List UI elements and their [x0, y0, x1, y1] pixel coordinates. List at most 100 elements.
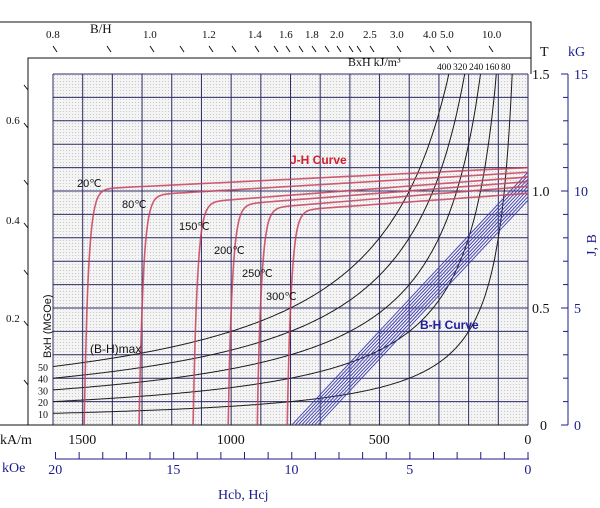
x-tick-label-koe: 10 [285, 463, 299, 478]
bh-ratio-minor-tick [324, 45, 330, 53]
bh-ratio-tick [336, 45, 342, 53]
x-tick-label-kam: 500 [369, 433, 390, 448]
permeance-top-ticks: 0.8 1.0 1.2 1.4 1.6 1.8 2.0 2.5 3.0 4.0 5.0 10.0 [46, 29, 502, 53]
temp-label-300: 300℃ [266, 291, 297, 303]
energy-top-label: 80 [501, 63, 511, 73]
x-axis-label: Hcb, Hcj [218, 488, 269, 503]
y-axis-label: J, B [585, 234, 600, 256]
bh-ratio-minor-tick [348, 45, 354, 53]
permeance-left-ticks: 0.6 0.4 0.2 [6, 84, 29, 386]
bh-ratio-tick-label: 1.2 [202, 29, 216, 41]
bh-curve-label: B-H Curve [420, 318, 479, 332]
bh-curve-line [314, 195, 528, 425]
energy-top-label: 240 [469, 63, 484, 73]
bh-ratio-tick-label: 10.0 [482, 29, 502, 41]
energy-left-label: 20 [38, 398, 48, 409]
bh-curve-line [310, 192, 528, 425]
bxh-mgoe-label: BxH (MGOe) [42, 294, 54, 358]
energy-curve-400 [53, 74, 450, 368]
bh-ratio-tick [429, 45, 435, 53]
y-tick-label-kg: 10 [574, 185, 588, 200]
energy-top-label: 400 [437, 63, 452, 73]
energy-left-label: 10 [38, 410, 48, 421]
bh-ratio-left-minor-tick [23, 84, 29, 91]
energy-left-label: 40 [38, 375, 48, 386]
bh-ratio-left-tick [23, 122, 29, 129]
y-unit-tesla: T [540, 45, 549, 60]
energy-top-label: 160 [485, 63, 500, 73]
bh-ratio-tick-label: 1.4 [248, 29, 262, 41]
energy-left-label: 50 [38, 363, 48, 374]
y-tick-label-tesla: 1.5 [532, 68, 550, 83]
y-axis-right: 1.5 15 1.0 10 0.5 5 0 0 [532, 68, 588, 434]
x-unit-koe: kOe [2, 461, 25, 476]
jh-curve-150c [192, 176, 528, 425]
energy-curve-160 [53, 74, 497, 403]
bh-curve-line [301, 181, 528, 425]
bxh-si-label: BxH kJ/m³ [348, 55, 401, 69]
jh-curve-200c [227, 180, 528, 425]
energy-top-labels: 400 320 240 160 80 [437, 63, 511, 73]
bh-ratio-tick [208, 45, 214, 53]
y-unit-kg: kG [568, 45, 585, 60]
x-tick-label-kam: 0 [524, 433, 531, 448]
y-tick-label-tesla: 0.5 [532, 302, 550, 317]
bh-ratio-tick [311, 45, 317, 53]
bh-ratio-minor-tick [273, 45, 279, 53]
bh-ratio-tick-label: 5.0 [440, 29, 454, 41]
bh-ratio-tick-label: 2.5 [363, 29, 377, 41]
energy-left-label: 30 [38, 386, 48, 397]
bh-ratio-tick [52, 45, 58, 53]
energy-top-label: 320 [453, 63, 468, 73]
x-tick-label-kam: 1500 [68, 433, 96, 448]
jh-curve-label: J-H Curve [290, 153, 347, 167]
jh-curve-300c [286, 192, 528, 425]
temp-label-250: 250℃ [242, 268, 273, 280]
temp-label-150: 150℃ [179, 221, 210, 233]
y-tick-label-kg: 15 [574, 68, 588, 83]
bh-curve-line [317, 199, 528, 425]
bh-ratio-minor-tick [106, 45, 112, 53]
y-tick-label-tesla: 1.0 [532, 185, 550, 200]
y-tick-label-kg: 5 [574, 302, 581, 317]
bh-ratio-left-tick [23, 320, 29, 327]
bh-ratio-tick [149, 45, 155, 53]
outer-frame [0, 21, 532, 74]
bh-ratio-label: B/H [90, 21, 112, 36]
bh-ratio-left-minor-tick [23, 269, 29, 276]
bh-ratio-left-minor-tick [23, 379, 29, 386]
bh-curve-line [307, 188, 528, 425]
temp-label-200: 200℃ [214, 245, 245, 257]
bh-ratio-left-tick [23, 222, 29, 229]
temp-label-80: 80℃ [122, 199, 147, 211]
jh-curve-20c [83, 166, 528, 425]
bh-ratio-tick [396, 45, 402, 53]
bh-ratio-tick [254, 45, 260, 53]
x-tick-label-kam: 1000 [217, 433, 245, 448]
bh-ratio-left-label: 0.4 [6, 215, 20, 227]
bh-ratio-tick-label: 4.0 [423, 29, 437, 41]
bh-ratio-tick-label: 2.0 [330, 29, 344, 41]
x-tick-label-koe: 15 [166, 463, 180, 478]
x-tick-label-koe: 0 [524, 463, 531, 478]
x-tick-label-koe: 20 [48, 463, 62, 478]
bh-ratio-tick-label: 1.8 [305, 29, 319, 41]
inner-frame [27, 57, 531, 425]
y-tick-label-tesla: 0 [540, 419, 547, 434]
bh-ratio-tick [369, 45, 375, 53]
bh-ratio-tick-label: 3.0 [390, 29, 404, 41]
bh-curve-line [304, 185, 528, 425]
x-axis-bottom: 1500 1000 500 0 20 15 10 5 0 [48, 433, 531, 478]
bh-ratio-tick-label: 0.8 [46, 29, 60, 41]
bh-ratio-tick-label: 1.0 [143, 29, 157, 41]
energy-curve-320 [53, 74, 466, 379]
temp-label-20: 20℃ [77, 178, 102, 190]
bh-ratio-minor-tick [179, 45, 185, 53]
jh-curve-250c [256, 185, 528, 425]
bh-ratio-left-label: 0.2 [6, 313, 20, 325]
bh-ratio-tick [446, 45, 452, 53]
bh-curve-line [297, 178, 528, 425]
y-tick-label-kg: 0 [574, 419, 581, 434]
